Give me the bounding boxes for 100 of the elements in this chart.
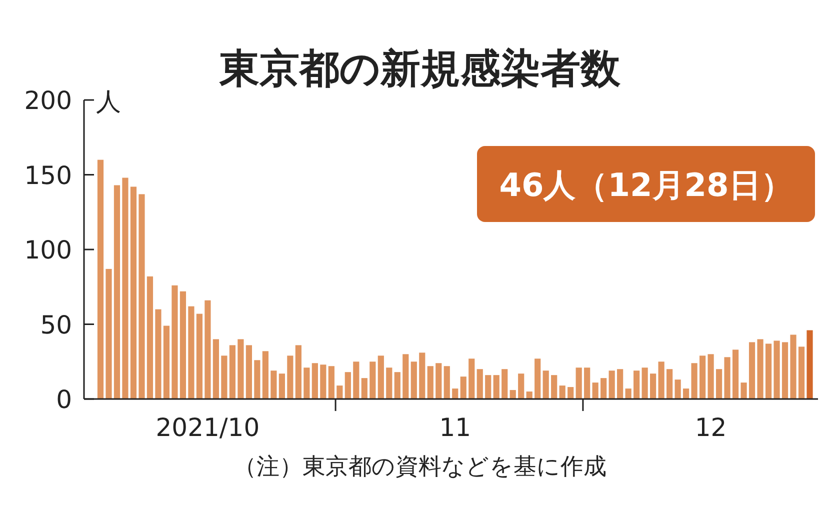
bar xyxy=(452,388,458,399)
bar xyxy=(493,375,500,399)
bar xyxy=(782,342,788,399)
x-tick-label: 2021/10 xyxy=(156,413,260,442)
bar xyxy=(229,345,236,399)
bar xyxy=(699,356,706,399)
bar xyxy=(476,369,483,399)
bar xyxy=(542,370,549,399)
bar xyxy=(394,372,400,399)
bar xyxy=(353,362,360,399)
bar xyxy=(97,160,104,399)
bar xyxy=(172,285,178,399)
bar xyxy=(188,306,194,399)
bar xyxy=(320,364,326,399)
bar xyxy=(551,375,558,399)
bar xyxy=(650,374,656,399)
bar xyxy=(740,382,747,399)
bar xyxy=(386,368,392,399)
bar xyxy=(287,356,294,399)
bar xyxy=(568,387,574,399)
bar xyxy=(114,185,120,399)
bar xyxy=(576,368,582,399)
bar xyxy=(732,350,739,399)
y-tick-label: 200 xyxy=(24,86,72,115)
y-axis-title: 人 xyxy=(96,87,121,116)
bar xyxy=(510,390,516,399)
bar xyxy=(460,376,466,399)
bar xyxy=(436,363,442,399)
bar xyxy=(634,370,640,399)
bar xyxy=(163,326,170,399)
text: （注）東京都の資料などを基に作成 xyxy=(234,454,606,480)
bar xyxy=(419,352,426,399)
bar xyxy=(559,386,566,399)
bar xyxy=(798,346,805,399)
bar xyxy=(658,362,664,399)
bar xyxy=(617,369,624,399)
bar xyxy=(427,366,434,399)
bar xyxy=(146,276,154,399)
bar xyxy=(674,380,681,399)
bar xyxy=(254,360,260,399)
bar xyxy=(608,370,615,399)
bar xyxy=(204,300,211,399)
bar xyxy=(682,388,690,399)
bar xyxy=(361,378,368,399)
bar xyxy=(584,368,590,399)
bar xyxy=(444,366,450,399)
bar xyxy=(410,362,417,399)
bar xyxy=(106,268,112,399)
bar xyxy=(691,363,698,399)
bar xyxy=(708,354,714,399)
bar xyxy=(221,356,228,399)
bar xyxy=(304,368,310,399)
bar xyxy=(468,358,475,399)
bar xyxy=(378,356,384,399)
bar xyxy=(196,314,203,399)
bar xyxy=(806,330,813,399)
bar xyxy=(295,345,302,399)
bar xyxy=(666,369,673,399)
bar xyxy=(262,351,268,399)
bar xyxy=(790,334,796,399)
bar xyxy=(502,369,508,399)
bar xyxy=(138,194,145,399)
y-tick-label: 0 xyxy=(56,385,72,414)
bar xyxy=(774,340,780,399)
bar xyxy=(592,382,598,399)
annotation: 46人（12月28日） xyxy=(499,166,793,204)
bar xyxy=(625,388,632,399)
bar xyxy=(270,370,277,399)
bar xyxy=(485,375,492,399)
y-tick-label: 50 xyxy=(40,310,72,340)
bar xyxy=(336,386,343,399)
callout: 46人（12月28日） xyxy=(477,146,815,222)
bar xyxy=(757,339,764,399)
bar xyxy=(716,369,722,399)
bar xyxy=(212,339,220,399)
bar xyxy=(238,339,244,399)
bar xyxy=(748,342,756,399)
bar xyxy=(642,368,648,399)
bar xyxy=(130,186,137,399)
y-tick-label: 100 xyxy=(24,236,72,264)
chart-title: 東京都の新規感染者数 xyxy=(218,46,622,92)
bar xyxy=(180,291,186,399)
x-tick-label: 11 xyxy=(439,413,472,442)
bar xyxy=(246,345,252,399)
y-tick-label: 150 xyxy=(24,160,72,190)
bar xyxy=(518,374,524,399)
bar xyxy=(155,309,162,399)
bar xyxy=(600,378,607,399)
bar xyxy=(765,344,772,399)
bar xyxy=(402,354,409,399)
bar xyxy=(122,178,128,399)
bar xyxy=(534,358,541,399)
bar xyxy=(526,392,532,399)
bar xyxy=(312,363,318,399)
bar xyxy=(370,362,376,399)
bar xyxy=(278,374,285,399)
bar xyxy=(328,366,334,399)
bar xyxy=(724,357,730,399)
x-tick-label: 12 xyxy=(694,413,727,442)
bar xyxy=(344,372,351,399)
